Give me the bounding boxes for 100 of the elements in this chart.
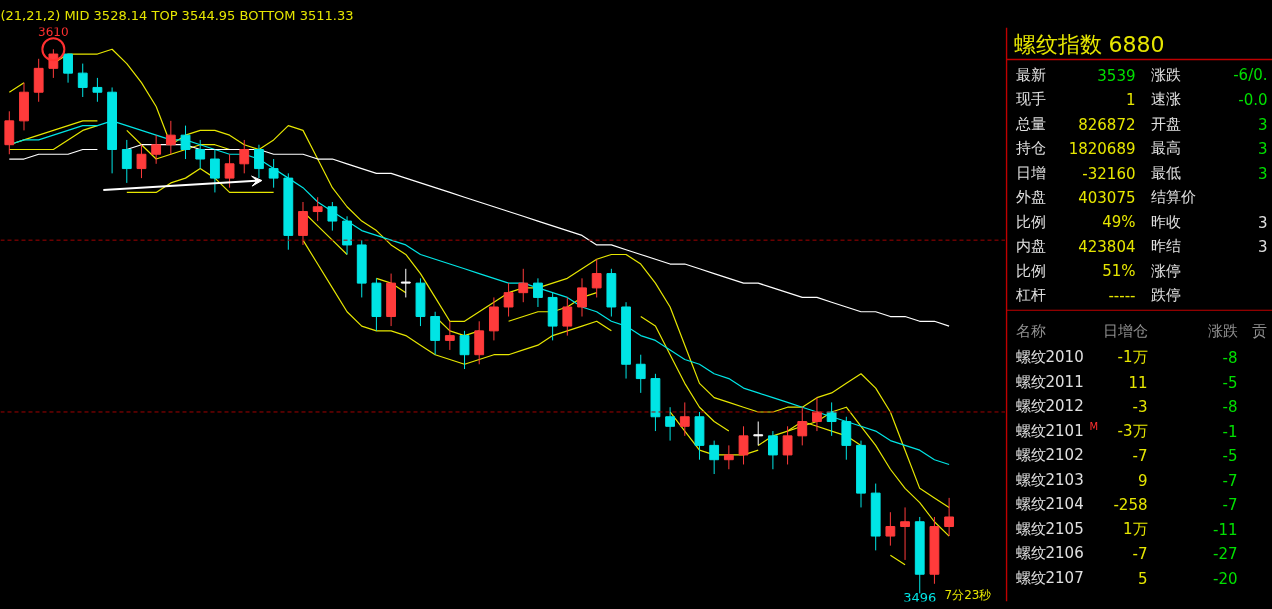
candlestick: [944, 497, 955, 537]
text: 日增仓: [1102, 321, 1148, 340]
candlestick: [444, 320, 455, 351]
candlestick: [180, 125, 191, 160]
candlestick: [782, 425, 793, 465]
text: 涨跌: [1207, 321, 1238, 340]
text: 螺纹2102: [1015, 446, 1084, 465]
text: -----: [1108, 287, 1136, 306]
candlestick: [430, 311, 441, 356]
text: -7: [1222, 496, 1238, 515]
candlestick: [797, 406, 808, 446]
annotation: 3610: [38, 25, 69, 40]
text: 49%: [1102, 212, 1136, 231]
candlestick: [224, 153, 235, 189]
candlestick: [665, 406, 676, 442]
text: 持仓: [1015, 139, 1046, 158]
candlestick: [268, 158, 279, 189]
text: -7: [1132, 447, 1148, 466]
text: 3: [1257, 115, 1268, 134]
text: 1820689: [1068, 140, 1136, 159]
annotation: 3496: [903, 590, 937, 606]
text: M: [1089, 420, 1099, 432]
text: 1万: [1122, 519, 1148, 538]
text: 11: [1128, 373, 1148, 392]
text: -8: [1222, 349, 1238, 368]
text: 开盘: [1150, 114, 1181, 133]
text: 名称: [1015, 321, 1046, 340]
candlestick: [342, 215, 352, 255]
candlestick: [474, 320, 485, 365]
text: 3539: [1097, 66, 1136, 85]
text: 螺纹指数 6880: [1013, 31, 1165, 57]
text: 贡: [1251, 321, 1267, 340]
text: 1: [1125, 91, 1136, 110]
candlestick: [753, 421, 764, 446]
candlestick: [33, 58, 44, 103]
candlestick: [254, 144, 264, 179]
candlestick: [723, 444, 734, 470]
text: 比例: [1015, 212, 1046, 231]
candlestick: [900, 506, 910, 561]
candlestick: [195, 139, 206, 170]
candlestick: [209, 148, 220, 193]
candlestick: [400, 268, 411, 298]
candlestick: [533, 277, 543, 308]
text: 比例: [1015, 261, 1046, 280]
text: 杠杆: [1014, 286, 1046, 305]
text: -1万: [1117, 348, 1148, 367]
text: 速涨: [1150, 90, 1181, 109]
candlestick: [562, 296, 573, 337]
text: 螺纹2106: [1015, 544, 1084, 563]
candlestick: [826, 401, 837, 437]
text: 826872: [1078, 115, 1136, 134]
text: 螺纹2012: [1015, 397, 1084, 416]
text: 结算价: [1150, 188, 1196, 207]
candlestick: [488, 296, 499, 341]
candlestick: [503, 282, 514, 318]
text: 3: [1257, 140, 1268, 159]
candlestick: [77, 63, 88, 98]
text: -32160: [1082, 164, 1136, 183]
candlestick: [239, 139, 250, 174]
text: 最新: [1015, 65, 1046, 84]
text: 日增: [1015, 163, 1046, 182]
candlestick: [459, 330, 470, 370]
text: 51%: [1102, 261, 1136, 280]
candlestick: [92, 77, 103, 103]
candlestick: [151, 134, 162, 165]
text: 外盘: [1015, 188, 1046, 207]
text: -5: [1222, 373, 1238, 392]
candlestick: [812, 397, 822, 432]
text: -8: [1222, 398, 1238, 417]
text: 螺纹2103: [1015, 470, 1084, 489]
candlestick: [679, 401, 690, 437]
candlestick: [63, 53, 73, 84]
text: -3万: [1117, 421, 1148, 440]
text: 跌停: [1150, 286, 1181, 305]
annotation: 7分23秒: [944, 587, 992, 602]
candlestick: [577, 277, 587, 318]
text: 9: [1137, 471, 1148, 490]
text: 螺纹2010: [1015, 348, 1084, 367]
text: 423804: [1078, 238, 1136, 257]
text: 昨收: [1150, 212, 1181, 231]
text: -3: [1132, 398, 1148, 417]
text: -6/0.: [1233, 65, 1268, 84]
candlestick: [841, 416, 852, 461]
text: -20: [1213, 569, 1238, 588]
text: 5: [1137, 569, 1148, 588]
candlestick: [518, 268, 529, 303]
chart-title: (21,21,2) MID 3528.14 TOP 3544.95 BOTTOM 3511.33: [0, 7, 354, 23]
candlestick: [4, 110, 15, 155]
candlestick: [591, 258, 602, 298]
candlestick: [312, 196, 323, 222]
text: 3: [1257, 238, 1268, 257]
text: 3: [1257, 164, 1268, 183]
text: -0.0: [1238, 91, 1268, 110]
candlestick: [767, 430, 778, 470]
text: -27: [1213, 545, 1238, 564]
text: -11: [1213, 520, 1238, 539]
text: 内盘: [1015, 237, 1046, 256]
text: 螺纹2107: [1015, 568, 1084, 587]
candlestick: [121, 139, 132, 184]
text: 螺纹2011: [1015, 372, 1084, 391]
